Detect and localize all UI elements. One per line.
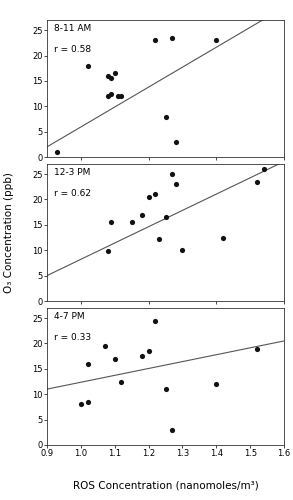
Point xyxy=(156,235,161,243)
Point xyxy=(173,180,178,188)
Point xyxy=(79,400,83,408)
Point xyxy=(163,385,168,393)
Point xyxy=(109,90,114,98)
Point xyxy=(109,74,114,82)
Point xyxy=(102,342,107,350)
Point xyxy=(221,234,226,241)
Point xyxy=(116,92,120,100)
Point xyxy=(170,34,175,42)
Point xyxy=(105,248,110,256)
Point xyxy=(119,378,124,386)
Point xyxy=(262,165,266,173)
Point xyxy=(255,178,259,186)
Point xyxy=(214,36,219,44)
Point xyxy=(180,246,185,254)
Point xyxy=(105,92,110,100)
Point xyxy=(112,70,117,78)
Text: O₃ Concentration (ppb): O₃ Concentration (ppb) xyxy=(4,172,14,293)
Point xyxy=(85,398,90,406)
Text: r = 0.58: r = 0.58 xyxy=(54,44,91,54)
Point xyxy=(170,426,175,434)
Point xyxy=(55,148,59,156)
Point xyxy=(85,360,90,368)
Point xyxy=(214,380,219,388)
Point xyxy=(139,210,144,218)
Point xyxy=(173,138,178,146)
Text: r = 0.62: r = 0.62 xyxy=(54,188,91,198)
Point xyxy=(112,354,117,362)
Text: 12-3 PM: 12-3 PM xyxy=(54,168,90,177)
Point xyxy=(163,214,168,222)
Text: ROS Concentration (nanomoles/m³): ROS Concentration (nanomoles/m³) xyxy=(73,481,258,491)
Point xyxy=(170,170,175,178)
Text: 8-11 AM: 8-11 AM xyxy=(54,24,91,33)
Point xyxy=(129,218,134,226)
Point xyxy=(105,72,110,80)
Point xyxy=(163,114,168,122)
Point xyxy=(85,62,90,70)
Point xyxy=(139,352,144,360)
Point xyxy=(146,193,151,201)
Text: 4-7 PM: 4-7 PM xyxy=(54,312,85,321)
Point xyxy=(146,347,151,355)
Point xyxy=(153,316,158,324)
Point xyxy=(119,92,124,100)
Point xyxy=(153,36,158,44)
Point xyxy=(153,190,158,198)
Point xyxy=(255,344,259,352)
Text: r = 0.33: r = 0.33 xyxy=(54,332,91,342)
Point xyxy=(109,218,114,226)
